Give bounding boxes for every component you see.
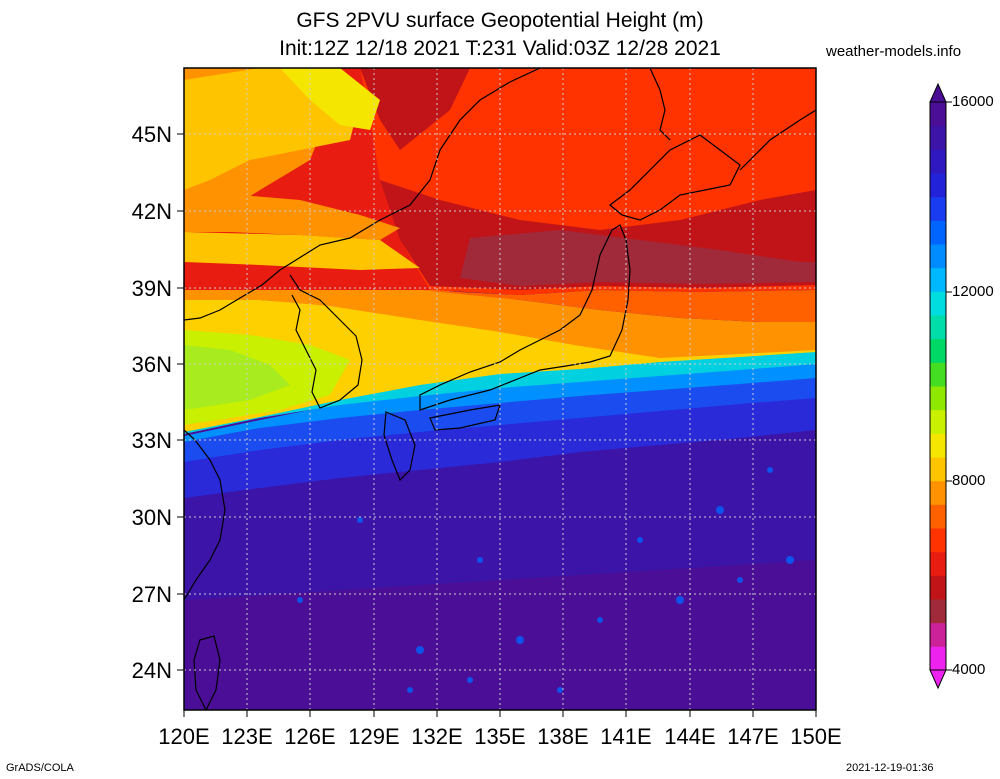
coastlines: [184, 68, 816, 710]
lon-label: 135E: [474, 724, 525, 749]
footer-right: 2021-12-19-01:36: [846, 762, 934, 774]
lon-label: 123E: [221, 724, 272, 749]
lon-label: 132E: [411, 724, 462, 749]
colorbar-step: [930, 267, 946, 292]
lat-label: 36N: [132, 352, 172, 377]
colorbar-step: [930, 528, 946, 553]
lat-label: 30N: [132, 505, 172, 530]
lon-label: 129E: [348, 724, 399, 749]
map-subtitle: Init:12Z 12/18 2021 T:231 Valid:03Z 12/2…: [279, 37, 721, 60]
colorbar-step: [930, 102, 946, 127]
colorbar-label: 4000: [952, 661, 986, 678]
lat-label: 33N: [132, 428, 172, 453]
colorbar-step: [930, 646, 946, 671]
colorbar-step: [930, 409, 946, 434]
site-label: weather-models.info: [826, 43, 962, 60]
colorbar-step: [930, 504, 946, 529]
colorbar-step: [930, 480, 946, 505]
colorbar-step: [930, 291, 946, 316]
colorbar-label: 8000: [952, 472, 986, 489]
colorbar-step: [930, 338, 946, 363]
colorbar-step: [930, 551, 946, 576]
lon-label: 147E: [727, 724, 778, 749]
colorbar-step: [930, 173, 946, 198]
colorbar-step: [930, 386, 946, 411]
lon-label: 144E: [664, 724, 715, 749]
colorbar-label: 16000: [952, 93, 994, 110]
map-title: GFS 2PVU surface Geopotential Height (m): [296, 9, 704, 32]
footer-left: GrADS/COLA: [6, 762, 74, 774]
map-grid: [184, 68, 816, 710]
lon-label: 150E: [790, 724, 841, 749]
lon-label: 138E: [537, 724, 588, 749]
colorbar-step: [930, 599, 946, 624]
lon-label: 141E: [600, 724, 651, 749]
colorbar-step: [930, 125, 946, 150]
colorbar-bottom-arrow: [929, 669, 947, 690]
colorbar-step: [930, 315, 946, 340]
lat-label: 45N: [132, 122, 172, 147]
colorbar-step: [930, 196, 946, 221]
lon-label: 126E: [284, 724, 335, 749]
colorbar-step: [930, 362, 946, 387]
lat-label: 39N: [132, 276, 172, 301]
colorbar-step: [930, 433, 946, 458]
lat-label: 24N: [132, 658, 172, 683]
axis-ticks: [177, 133, 817, 717]
colorbar-step: [930, 244, 946, 269]
lon-label: 120E: [158, 724, 209, 749]
colorbar-label: 12000: [952, 283, 994, 300]
colorbar-step: [930, 622, 946, 647]
lat-label: 27N: [132, 582, 172, 607]
colorbar-step: [930, 575, 946, 600]
lat-label: 42N: [132, 199, 172, 224]
colorbar-step: [930, 457, 946, 482]
colorbar-top-arrow: [929, 82, 947, 103]
colorbar-step: [930, 149, 946, 174]
colorbar-step: [930, 220, 946, 245]
colorbar: [929, 82, 952, 690]
